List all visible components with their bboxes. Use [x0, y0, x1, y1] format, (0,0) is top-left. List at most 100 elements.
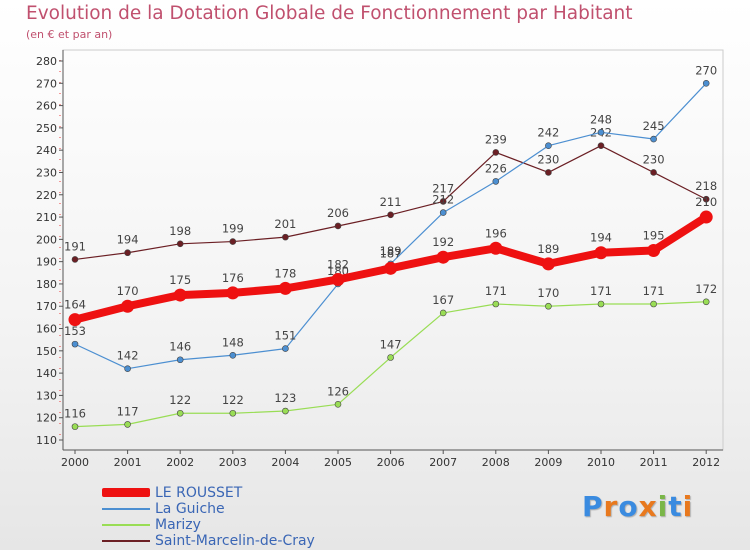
- x-tick-label: 2010: [587, 456, 615, 469]
- y-tick-label: 270: [36, 77, 57, 90]
- data-label-marizy: 123: [274, 391, 296, 405]
- data-point-le-rousset: [541, 257, 555, 271]
- data-label-saint-marcelin-de-cray: 194: [117, 233, 139, 247]
- y-tick-label: 250: [36, 122, 57, 135]
- data-label-saint-marcelin-de-cray: 191: [64, 239, 86, 253]
- data-label-la-guiche: 245: [643, 119, 665, 133]
- logo-letter: i: [657, 490, 669, 523]
- logo-letter: x: [638, 490, 658, 523]
- data-point-saint-marcelin-de-cray: [282, 233, 289, 241]
- data-label-le-rousset: 178: [274, 266, 296, 280]
- data-point-marizy: [597, 300, 605, 308]
- data-label-saint-marcelin-de-cray: 218: [695, 179, 717, 193]
- data-point-la-guiche: [71, 340, 79, 348]
- data-point-la-guiche: [650, 135, 657, 143]
- data-point-marizy: [702, 298, 710, 306]
- x-tick-label: 2001: [114, 456, 142, 469]
- y-tick-label: 130: [36, 389, 57, 402]
- data-point-saint-marcelin-de-cray: [702, 195, 710, 203]
- data-label-la-guiche: 146: [169, 340, 191, 354]
- data-point-marizy: [71, 423, 79, 430]
- data-point-la-guiche: [702, 79, 710, 87]
- data-point-le-rousset: [699, 210, 713, 224]
- data-point-saint-marcelin-de-cray: [492, 149, 500, 156]
- data-point-la-guiche: [282, 345, 289, 352]
- data-label-saint-marcelin-de-cray: 211: [380, 195, 402, 209]
- data-label-marizy: 171: [485, 284, 507, 298]
- data-label-le-rousset: 170: [117, 284, 139, 298]
- data-label-le-rousset: 176: [222, 271, 244, 285]
- data-point-le-rousset: [68, 313, 82, 327]
- legend-label-saint-marcelin-de-cray: Saint-Marcelin-de-Cray: [155, 533, 315, 549]
- data-label-marizy: 116: [64, 407, 86, 421]
- x-tick-label: 2003: [219, 456, 247, 469]
- data-point-le-rousset: [173, 288, 187, 302]
- data-label-saint-marcelin-de-cray: 239: [485, 132, 507, 146]
- data-label-le-rousset: 194: [590, 231, 612, 245]
- data-point-le-rousset: [384, 261, 398, 275]
- data-point-saint-marcelin-de-cray: [650, 169, 657, 176]
- data-label-le-rousset: 192: [432, 235, 454, 249]
- y-tick-label: 150: [36, 345, 57, 358]
- data-label-le-rousset: 210: [695, 195, 717, 209]
- y-tick-label: 230: [36, 166, 57, 179]
- y-tick-label: 190: [36, 256, 57, 269]
- legend-label-le-rousset: LE ROUSSET: [155, 485, 243, 501]
- data-label-le-rousset: 182: [327, 257, 349, 271]
- y-tick-label: 280: [36, 55, 57, 68]
- y-tick-label: 110: [36, 434, 57, 447]
- data-label-saint-marcelin-de-cray: 198: [169, 224, 191, 238]
- data-point-la-guiche: [492, 178, 500, 185]
- data-point-saint-marcelin-de-cray: [439, 198, 447, 205]
- data-point-marizy: [439, 309, 447, 317]
- x-tick-label: 2006: [377, 456, 405, 469]
- data-label-marizy: 170: [537, 286, 559, 300]
- data-label-saint-marcelin-de-cray: 230: [537, 152, 559, 166]
- data-point-marizy: [387, 354, 394, 361]
- data-point-saint-marcelin-de-cray: [334, 222, 342, 230]
- data-label-marizy: 171: [643, 284, 665, 298]
- data-label-la-guiche: 212: [432, 193, 454, 207]
- legend-swatch-la-guiche: [102, 508, 150, 510]
- data-label-la-guiche: 242: [537, 126, 559, 140]
- data-point-marizy: [282, 407, 289, 415]
- y-tick-label: 210: [36, 211, 57, 224]
- x-tick-label: 2004: [271, 456, 299, 469]
- data-point-marizy: [334, 401, 342, 408]
- data-label-la-guiche: 148: [222, 335, 244, 349]
- y-tick-label: 160: [36, 323, 57, 336]
- y-tick-label: 140: [36, 367, 57, 380]
- data-point-la-guiche: [176, 356, 184, 364]
- proxiti-logo: Proxiti: [582, 490, 693, 523]
- legend-label-marizy: Marizy: [155, 517, 201, 533]
- data-label-marizy: 126: [327, 384, 349, 398]
- y-tick-label: 200: [36, 233, 57, 246]
- chart-title: Evolution de la Dotation Globale de Fonc…: [26, 3, 633, 24]
- chart-subtitle: (en € et par an): [26, 28, 113, 41]
- data-label-le-rousset: 175: [169, 273, 191, 287]
- data-point-saint-marcelin-de-cray: [545, 169, 552, 176]
- x-tick-label: 2008: [482, 456, 510, 469]
- data-label-le-rousset: 196: [485, 226, 507, 240]
- data-point-le-rousset: [436, 250, 450, 264]
- data-label-saint-marcelin-de-cray: 199: [222, 222, 244, 236]
- data-point-marizy: [229, 409, 237, 417]
- legend-swatch-le-rousset: [102, 488, 150, 497]
- logo-letter: i: [682, 490, 694, 523]
- data-point-la-guiche: [439, 209, 447, 216]
- data-label-le-rousset: 195: [643, 229, 665, 243]
- data-point-le-rousset: [331, 272, 345, 286]
- y-tick-label: 260: [36, 100, 57, 113]
- y-tick-label: 120: [36, 412, 57, 425]
- data-point-saint-marcelin-de-cray: [387, 211, 394, 219]
- data-point-la-guiche: [124, 365, 131, 372]
- x-tick-label: 2000: [61, 456, 89, 469]
- data-label-la-guiche: 248: [590, 112, 612, 126]
- data-label-marizy: 122: [169, 393, 191, 407]
- data-label-marizy: 122: [222, 393, 244, 407]
- data-label-le-rousset: 187: [380, 246, 402, 260]
- y-tick-label: 220: [36, 189, 57, 202]
- data-point-la-guiche: [229, 351, 237, 359]
- data-point-marizy: [124, 421, 131, 428]
- data-label-le-rousset: 164: [64, 298, 86, 312]
